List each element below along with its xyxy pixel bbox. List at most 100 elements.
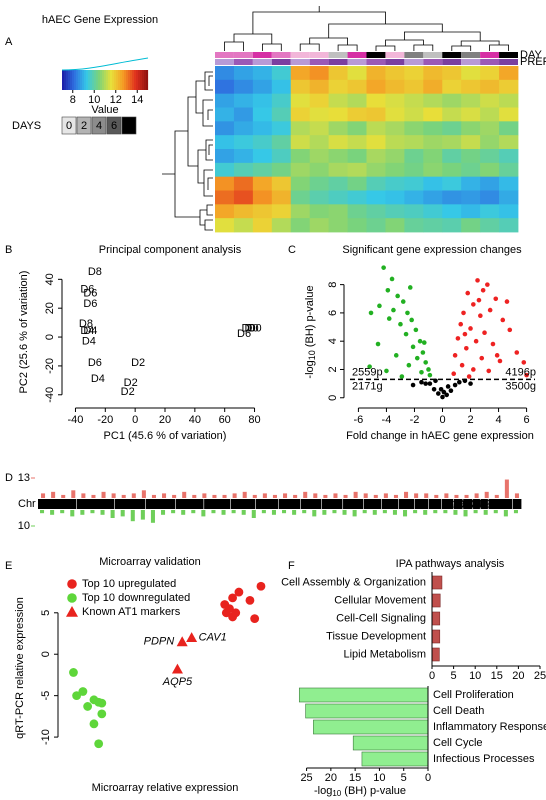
point [465, 290, 471, 296]
heatmap-cell [461, 107, 481, 122]
point-label: D6 [237, 328, 251, 340]
heatmap-cell [385, 66, 405, 81]
heatmap-cell [309, 107, 330, 122]
x-tick-label: -2 [410, 414, 420, 426]
bar [298, 687, 429, 703]
heatmap-cell [404, 66, 424, 81]
prep-annotation [442, 59, 462, 65]
axis-label: Chr [18, 498, 36, 510]
heatmap-cell [423, 66, 443, 81]
y-tick-label: 4 [327, 338, 339, 344]
y-tick-label: 0 [44, 334, 56, 340]
heatmap-cell [309, 176, 330, 191]
down-bar [150, 510, 155, 523]
chromosome-label: 3 [127, 498, 133, 510]
point [97, 698, 107, 708]
x-tick-label: 20 [512, 670, 524, 682]
heatmap-cell [271, 162, 292, 178]
colorbar-segment [134, 70, 137, 90]
bar [305, 703, 429, 719]
heatmap-cell [480, 66, 500, 81]
down-bar [100, 510, 105, 515]
heatmap-cell [233, 135, 254, 150]
day-annotation [290, 52, 310, 58]
heatmap-cell [366, 107, 386, 122]
colorbar-segment [98, 70, 101, 90]
chromosome [321, 499, 343, 509]
prep-annotation [290, 59, 310, 65]
x-tick-label: 10 [373, 772, 385, 784]
heatmap-cell [290, 162, 311, 178]
days-label: DAYS [12, 120, 41, 132]
point [486, 368, 492, 374]
heatmap-cell [215, 107, 235, 122]
heatmap-cell [404, 135, 424, 150]
panel-letter: E [5, 560, 12, 572]
heatmap-cell [385, 93, 405, 108]
heatmap-cell [366, 218, 386, 233]
down-bar [362, 510, 367, 514]
point [426, 367, 431, 372]
point [384, 368, 389, 374]
up-bar [121, 494, 126, 498]
up-bar [363, 493, 368, 498]
day-annotation [404, 52, 424, 58]
heatmap-cell [423, 149, 443, 164]
heatmap-cell [252, 190, 273, 205]
heatmap-cell [347, 135, 367, 150]
heatmap-cell [215, 218, 235, 233]
heatmap-cell [423, 162, 443, 178]
colorbar-segment [112, 70, 115, 90]
count-label: 2559p [352, 366, 383, 378]
colorbar-tick-label: 12 [110, 94, 122, 106]
heatmap-cell [215, 149, 235, 164]
down-bar [271, 510, 276, 515]
heatmap-cell [309, 135, 330, 150]
day-annotation [252, 52, 272, 58]
point [479, 355, 485, 361]
up-bar [283, 493, 288, 498]
point [410, 382, 416, 388]
heatmap-cell [404, 121, 424, 136]
down-bar [493, 510, 498, 514]
chromosome-label: 21 [471, 498, 483, 510]
prep-annotation [328, 59, 348, 65]
colorbar-label: Value [91, 104, 118, 116]
chromosome-label: 12 [347, 498, 359, 510]
chromosome-label: 10 [305, 498, 317, 510]
heatmap-cell [328, 218, 348, 233]
point [375, 341, 381, 347]
x-tick-label: 2 [467, 414, 473, 426]
heatmap-cell [252, 149, 273, 164]
heatmap-cell [271, 149, 292, 164]
category-label: Infectious Processes [433, 753, 535, 765]
down-bar [403, 510, 408, 517]
heatmap-cell [328, 66, 348, 81]
heatmap-cell [480, 162, 500, 178]
heatmap-cell [290, 107, 311, 122]
point [368, 310, 374, 316]
point [423, 360, 428, 365]
down-bar [211, 510, 216, 514]
chart-title: Principal component analysis [99, 244, 242, 256]
up-bar [494, 494, 499, 498]
category-label: Cell Death [433, 705, 484, 717]
heatmap-cell [480, 121, 500, 136]
point [393, 353, 399, 358]
x-axis-label: Microarray relative expression [92, 782, 239, 794]
day-box [106, 116, 122, 135]
heatmap-cell [366, 79, 386, 95]
chromosome [230, 499, 256, 509]
chromosome [381, 499, 399, 509]
up-bar [51, 491, 56, 498]
heatmap-cell [233, 121, 254, 136]
legend-label: Top 10 upregulated [82, 578, 176, 590]
heatmap-cell [442, 162, 462, 178]
heatmap-cell [423, 218, 443, 233]
heatmap-cell [290, 190, 311, 205]
heatmap-cell [328, 107, 348, 122]
annotation-label: PREP [520, 56, 546, 68]
chromosome [428, 499, 442, 509]
heatmap-cell [442, 93, 462, 108]
